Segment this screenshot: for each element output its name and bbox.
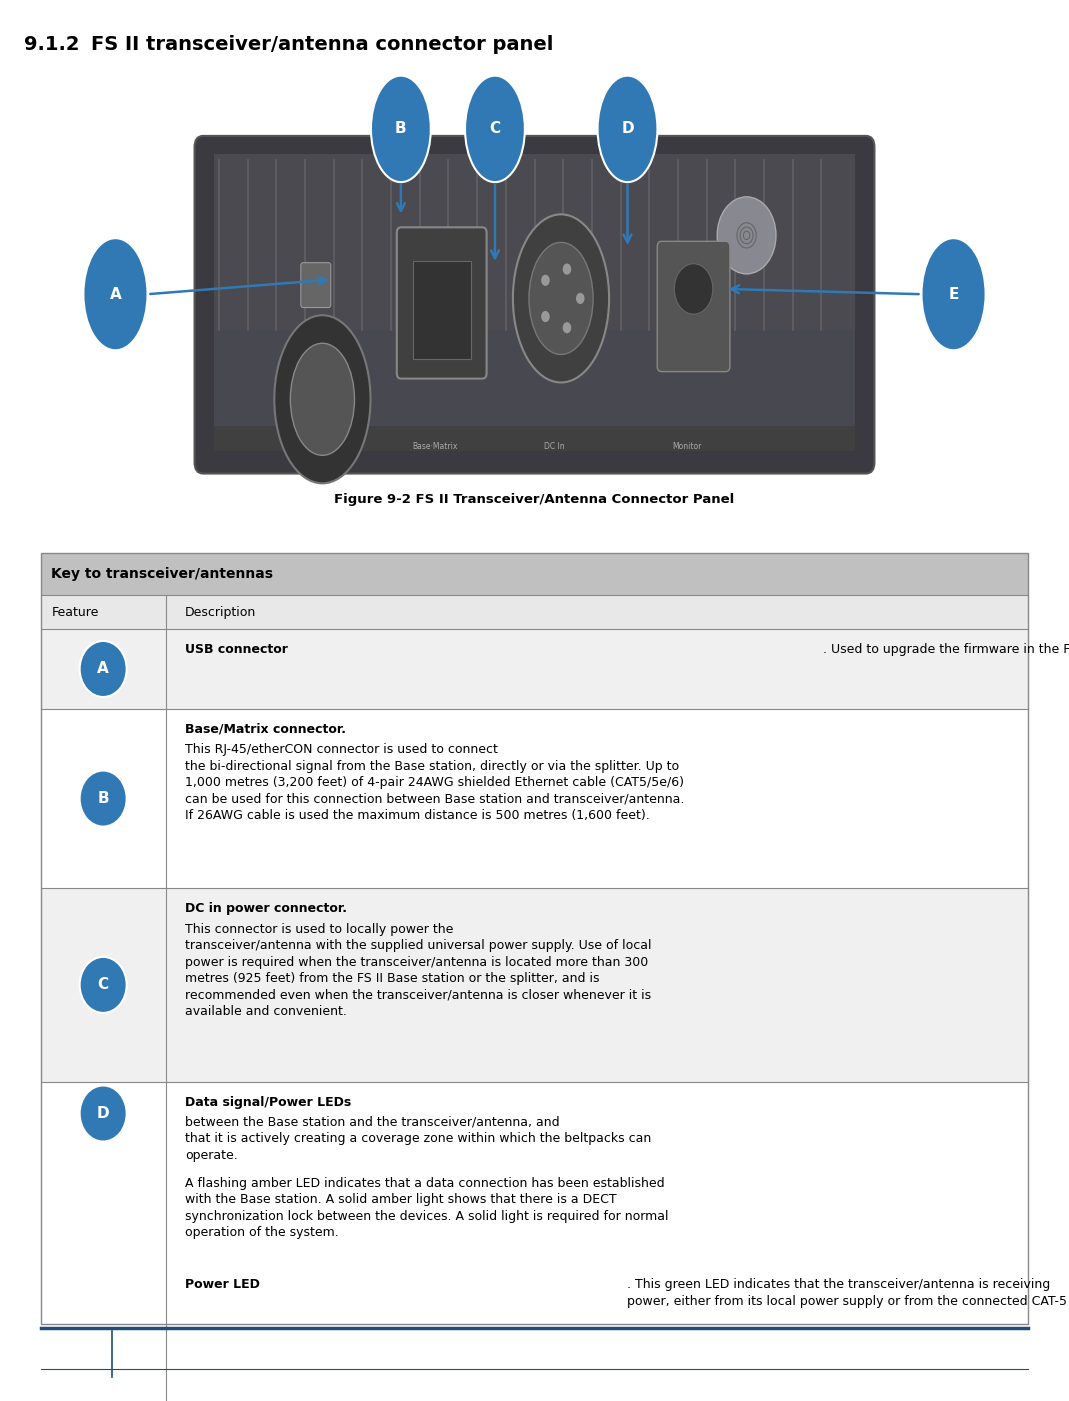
- Text: Base/Matrix connector.: Base/Matrix connector.: [185, 723, 346, 736]
- Text: DC in power connector.: DC in power connector.: [185, 902, 347, 915]
- Text: A: A: [110, 287, 121, 301]
- Text: Key to transceiver/antennas: Key to transceiver/antennas: [51, 567, 274, 581]
- Circle shape: [562, 322, 571, 333]
- Text: Figure 9-2 FS II Transceiver/Antenna Connector Panel: Figure 9-2 FS II Transceiver/Antenna Con…: [335, 493, 734, 506]
- Text: Base·Matrix: Base·Matrix: [413, 443, 458, 451]
- Text: FS II transceiver/antenna connector panel: FS II transceiver/antenna connector pane…: [91, 35, 554, 55]
- Ellipse shape: [291, 343, 355, 455]
- FancyBboxPatch shape: [300, 263, 330, 308]
- Bar: [214, 426, 855, 451]
- Text: This connector is used to locally power the
transceiver/antenna with the supplie: This connector is used to locally power …: [185, 923, 651, 1019]
- Circle shape: [576, 293, 585, 304]
- Text: Feature: Feature: [51, 605, 98, 619]
- Ellipse shape: [598, 76, 657, 182]
- Text: . Used to upgrade the firmware in the FS II-TA.: . Used to upgrade the firmware in the FS…: [823, 643, 1069, 656]
- Text: between the Base station and the transceiver/antenna, and
that it is actively cr: between the Base station and the transce…: [185, 1117, 651, 1161]
- Text: Power LED: Power LED: [185, 1279, 260, 1292]
- Bar: [41, 629, 1028, 709]
- Text: Description: Description: [185, 605, 257, 619]
- Text: DC In: DC In: [544, 443, 564, 451]
- FancyBboxPatch shape: [195, 136, 874, 474]
- Text: 90: 90: [46, 1342, 66, 1355]
- Text: D: D: [97, 1105, 109, 1121]
- FancyBboxPatch shape: [192, 133, 877, 476]
- Text: FreeSpeak II User Guide: FreeSpeak II User Guide: [128, 1342, 294, 1355]
- Ellipse shape: [513, 214, 609, 382]
- Text: C: C: [490, 122, 500, 136]
- Text: B: B: [396, 122, 406, 136]
- Ellipse shape: [83, 238, 148, 350]
- Ellipse shape: [79, 771, 127, 827]
- Bar: [41, 888, 1028, 1082]
- Text: Monitor: Monitor: [672, 443, 701, 451]
- Text: C: C: [97, 978, 109, 992]
- Circle shape: [541, 275, 549, 286]
- Bar: [41, 595, 1028, 629]
- Ellipse shape: [717, 196, 776, 273]
- Text: 9.1.2: 9.1.2: [24, 35, 79, 55]
- Ellipse shape: [79, 642, 127, 698]
- Text: ● Clear·Com®: ● Clear·Com®: [913, 1341, 1026, 1356]
- Ellipse shape: [275, 315, 371, 483]
- Text: A flashing amber LED indicates that a data connection has been established
with : A flashing amber LED indicates that a da…: [185, 1177, 668, 1240]
- FancyBboxPatch shape: [413, 261, 470, 359]
- Text: This RJ-45/etherCON connector is used to connect
the bi-directional signal from : This RJ-45/etherCON connector is used to…: [185, 744, 684, 822]
- Text: Data signal/Power LEDs: Data signal/Power LEDs: [185, 1096, 352, 1108]
- Text: D: D: [621, 122, 634, 136]
- Ellipse shape: [79, 1086, 127, 1142]
- Text: A: A: [97, 661, 109, 677]
- Bar: [41, 553, 1028, 595]
- Circle shape: [562, 263, 571, 275]
- Ellipse shape: [529, 242, 593, 354]
- Bar: [214, 331, 855, 451]
- FancyBboxPatch shape: [657, 241, 730, 371]
- Text: USB connector: USB connector: [185, 643, 288, 656]
- Circle shape: [541, 311, 549, 322]
- Text: E: E: [948, 287, 959, 301]
- Text: B: B: [97, 792, 109, 806]
- Bar: [214, 154, 855, 329]
- Bar: [41, 709, 1028, 888]
- Ellipse shape: [465, 76, 525, 182]
- FancyBboxPatch shape: [397, 227, 486, 378]
- Ellipse shape: [921, 238, 986, 350]
- Ellipse shape: [371, 76, 431, 182]
- Bar: [41, 1082, 1028, 1401]
- Circle shape: [675, 263, 713, 314]
- Text: . This green LED indicates that the transceiver/antenna is receiving
power, eith: . This green LED indicates that the tran…: [626, 1279, 1069, 1309]
- Ellipse shape: [79, 957, 127, 1013]
